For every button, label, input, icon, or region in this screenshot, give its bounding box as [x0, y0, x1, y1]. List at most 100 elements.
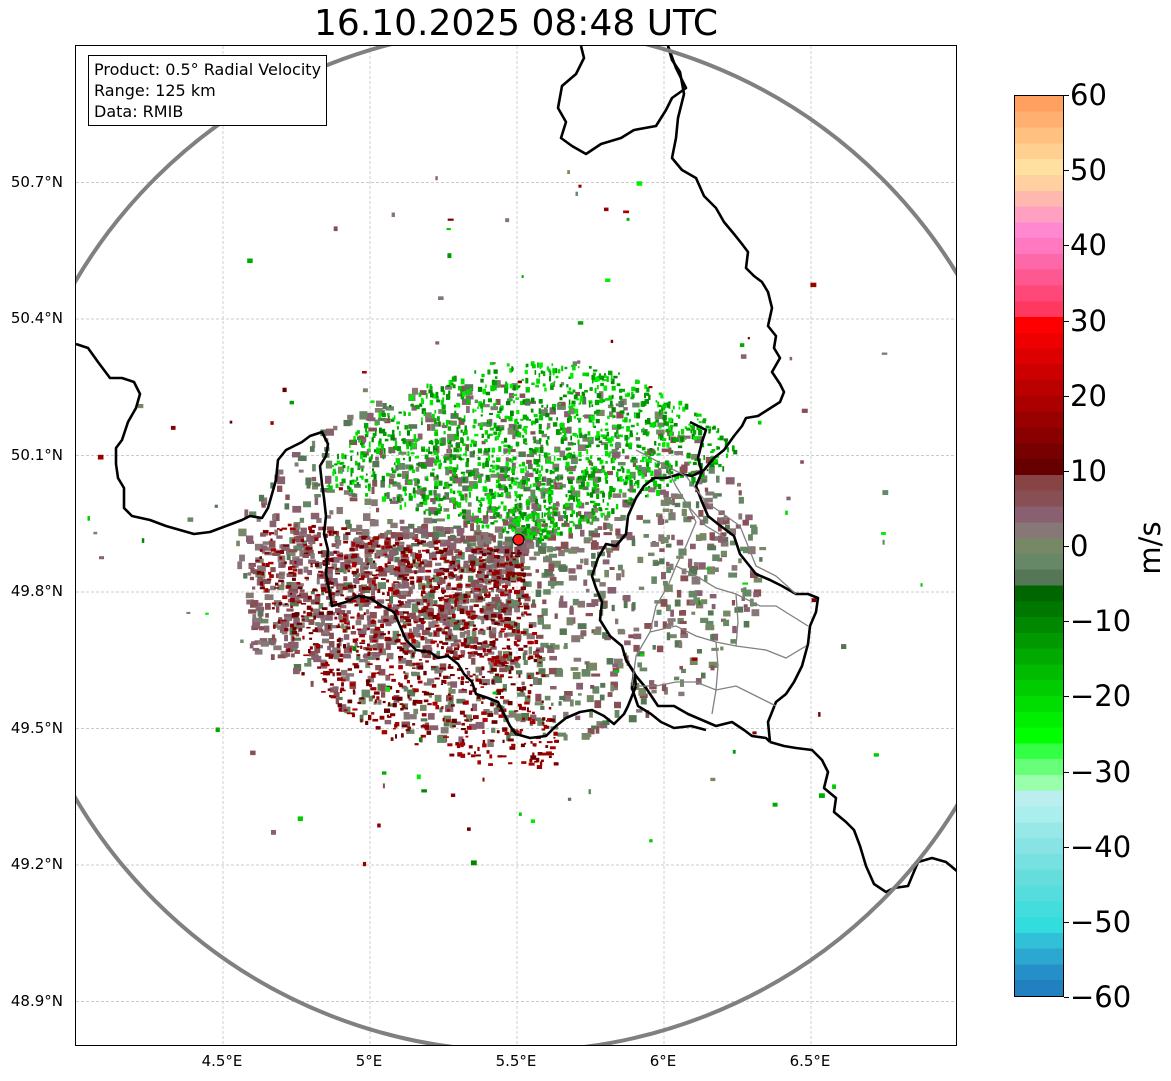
echo-cell — [309, 541, 313, 549]
echo-cell — [487, 498, 492, 505]
echo-cell — [416, 579, 423, 583]
echo-cell — [328, 641, 335, 648]
echo-cell — [438, 584, 441, 589]
echo-cell — [457, 490, 461, 493]
echo-cell — [300, 603, 307, 605]
echo-cell — [408, 697, 412, 701]
echo-cell — [584, 470, 589, 475]
echo-cell — [552, 528, 554, 534]
echo-cell — [595, 503, 601, 507]
echo-cell — [712, 426, 716, 430]
echo-cell — [543, 536, 548, 540]
echo-cell — [693, 562, 699, 567]
echo-cell — [570, 435, 573, 441]
echo-cell — [385, 686, 390, 692]
echo-cell — [489, 754, 493, 759]
echo-cell — [745, 514, 753, 521]
echo-cell — [381, 475, 385, 482]
echo-cell — [668, 434, 671, 441]
echo-cell — [314, 494, 321, 498]
echo-cell — [482, 388, 487, 395]
echo-cell — [260, 545, 268, 551]
echo-cell — [361, 467, 364, 472]
echo-cell — [382, 771, 387, 775]
echo-cell — [253, 617, 262, 623]
echo-cell — [448, 687, 452, 694]
echo-cell — [647, 448, 655, 456]
echo-cell — [615, 403, 620, 407]
echo-cell — [635, 412, 641, 419]
echo-cell — [708, 465, 715, 474]
echo-cell — [501, 608, 506, 613]
echo-cell — [659, 548, 665, 552]
echo-cell — [482, 730, 485, 735]
echo-cell — [434, 429, 439, 432]
echo-cell — [615, 435, 620, 439]
echo-cell — [544, 695, 551, 701]
echo-cell — [445, 600, 448, 603]
echo-cell — [587, 474, 593, 478]
echo-cell — [785, 510, 788, 515]
echo-cell — [509, 383, 513, 389]
echo-cell — [362, 601, 370, 607]
echo-cell — [625, 532, 633, 539]
echo-cell — [418, 659, 423, 661]
echo-cell — [568, 527, 573, 534]
lat-tick-label: 49.8°N — [10, 582, 63, 600]
echo-cell — [697, 413, 702, 417]
echo-cell — [589, 492, 594, 498]
echo-cell — [351, 542, 356, 547]
echo-cell — [537, 537, 542, 540]
echo-cell — [487, 369, 491, 375]
echo-cell — [666, 561, 670, 567]
radar-map[interactable] — [75, 45, 957, 1046]
echo-cell — [538, 655, 542, 659]
echo-cell — [399, 615, 405, 619]
echo-cell — [312, 643, 319, 646]
echo-cell — [683, 516, 692, 523]
echo-cell — [667, 500, 673, 505]
echo-cell — [506, 559, 514, 564]
echo-cell — [399, 595, 406, 599]
echo-cell — [385, 674, 391, 681]
echo-cell — [297, 594, 301, 597]
echo-cell — [335, 483, 339, 489]
echo-cell — [499, 428, 502, 432]
echo-cell — [503, 552, 511, 557]
echo-cell — [309, 529, 315, 534]
echo-cell — [373, 644, 378, 651]
echo-cell — [538, 373, 541, 378]
echo-cell — [313, 615, 317, 620]
echo-cell — [676, 589, 682, 598]
echo-cell — [330, 586, 334, 589]
echo-cell — [445, 468, 450, 476]
echo-cell — [404, 425, 409, 430]
echo-cell — [528, 513, 533, 518]
echo-cell — [468, 745, 473, 749]
echo-cell — [611, 604, 615, 612]
echo-cell — [474, 370, 477, 374]
echo-cell — [572, 672, 581, 680]
echo-cell — [540, 465, 543, 471]
echo-cell — [428, 510, 432, 516]
echo-cell — [475, 674, 479, 680]
echo-cell — [546, 530, 549, 537]
echo-cell — [443, 486, 446, 490]
echo-cell — [500, 620, 505, 623]
echo-cell — [515, 622, 520, 630]
echo-cell — [555, 581, 564, 586]
echo-cell — [429, 584, 433, 589]
echo-cell — [493, 513, 496, 518]
echo-cell — [319, 574, 324, 577]
range-ring — [76, 46, 956, 1045]
echo-cell — [323, 670, 329, 676]
echo-cell — [481, 701, 484, 704]
echo-cell — [447, 693, 451, 696]
echo-cell — [284, 614, 293, 621]
echo-cell — [342, 586, 348, 590]
echo-cell — [550, 686, 557, 690]
echo-cell — [663, 491, 669, 498]
echo-cell — [396, 547, 405, 551]
echo-cell — [657, 404, 662, 408]
echo-cell — [510, 509, 516, 514]
